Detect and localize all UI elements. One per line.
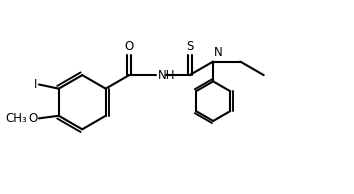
Text: NH: NH: [158, 69, 175, 82]
Text: I: I: [34, 78, 38, 91]
Text: O: O: [125, 40, 134, 53]
Text: S: S: [186, 40, 193, 53]
Text: N: N: [214, 47, 222, 60]
Text: O: O: [29, 112, 38, 125]
Text: CH₃: CH₃: [6, 112, 28, 125]
